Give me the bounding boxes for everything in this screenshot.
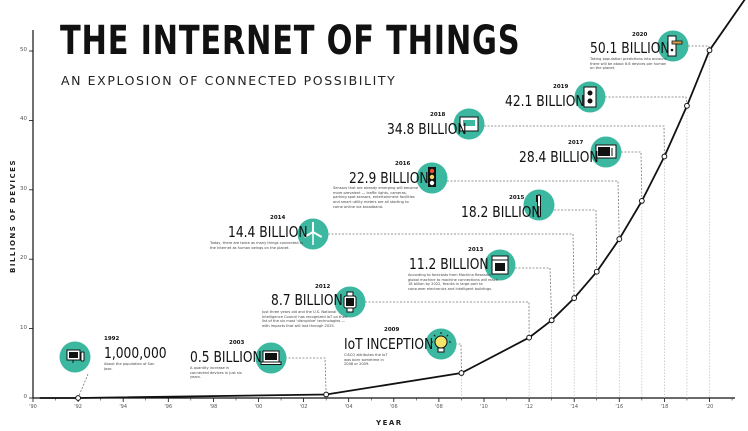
- milestone-description: About the population of San Jose.: [104, 362, 155, 371]
- x-tick-label: '10: [480, 404, 488, 410]
- leader-line: [484, 125, 665, 157]
- milestone-year: 2014: [270, 215, 286, 221]
- milestone-value: 14.4 BILLION: [228, 223, 308, 241]
- data-point: [593, 268, 600, 275]
- x-tick-label: '16: [615, 404, 624, 410]
- leader-line: [621, 151, 643, 201]
- x-tick-label: '02: [299, 404, 308, 410]
- milestone-value: 18.2 BILLION: [461, 203, 541, 221]
- traffic-light-icon: [428, 167, 436, 187]
- laptop-icon: [260, 350, 282, 365]
- data-point: [548, 317, 555, 324]
- milestone-description: A quantity increase in connected devices…: [190, 366, 242, 380]
- milestone-year: 2013: [468, 247, 484, 253]
- data-point: [571, 295, 578, 301]
- milestone-description: Sensors that are already emerging will b…: [333, 186, 419, 209]
- page-title: THE INTERNET OF THINGS: [60, 18, 521, 64]
- milestone-value: 11.2 BILLION: [409, 255, 489, 273]
- milestone-description: Today, there are twice as many things co…: [210, 241, 304, 250]
- thermostat-icon: [459, 116, 479, 132]
- data-point: [616, 236, 623, 242]
- data-point: [661, 153, 668, 160]
- milestone-year: 2018: [430, 112, 446, 118]
- x-tick-label: '08: [435, 404, 443, 410]
- milestone-year: 1992: [104, 336, 120, 342]
- y-tick-label: 30: [20, 185, 27, 192]
- milestone-description: CISCO attributes the IoT was born someti…: [344, 353, 388, 367]
- page-subtitle: AN EXPLOSION OF CONNECTED POSSIBILITY: [61, 73, 397, 88]
- x-tick-label: '94: [119, 404, 128, 410]
- data-point: [706, 47, 713, 54]
- x-axis-label: YEAR: [376, 419, 403, 427]
- data-point: [323, 391, 330, 398]
- leader-line: [285, 357, 327, 395]
- oven-icon: [491, 255, 509, 275]
- leader-line: [328, 233, 575, 299]
- door-handle-icon: [667, 35, 683, 57]
- milestone-value: 1,000,000: [104, 344, 167, 362]
- milestone-description: According to forecasts from Machina Rese…: [408, 273, 498, 292]
- leader-line: [515, 267, 553, 321]
- microwave-icon: [595, 144, 617, 159]
- milestone-value: 50.1 BILLION: [590, 39, 670, 57]
- x-tick-label: '00: [254, 404, 263, 410]
- leader-line: [688, 45, 710, 51]
- milestone-value: 28.4 BILLION: [519, 148, 599, 166]
- light-bulb-icon: [431, 332, 451, 353]
- smartwatch-icon: [343, 291, 357, 313]
- milestone-description: Taking population predictions into accou…: [590, 57, 668, 71]
- leader-line: [605, 96, 688, 106]
- milestone-year: 2020: [632, 32, 648, 38]
- y-tick-label: 10: [20, 324, 27, 331]
- data-point: [684, 102, 690, 109]
- y-tick-label: 40: [20, 116, 27, 123]
- leader-line: [77, 373, 89, 399]
- milestone-value: 34.8 BILLION: [387, 120, 467, 138]
- milestone-year: 2016: [395, 161, 411, 167]
- milestone-value: 22.9 BILLION: [349, 169, 429, 187]
- milestone-year: 2009: [384, 327, 400, 333]
- data-point: [458, 370, 465, 376]
- series-line: [39, 0, 746, 399]
- x-tick-label: '90: [29, 404, 37, 410]
- x-tick-label: '92: [74, 404, 82, 410]
- data-point: [75, 395, 81, 401]
- data-point: [638, 198, 645, 204]
- leader-line: [447, 180, 620, 240]
- milestone-description: Just three years old and the U.S. Nation…: [262, 310, 348, 329]
- y-tick-label: 50: [20, 47, 27, 53]
- milestone-value: 0.5 BILLION: [190, 348, 262, 366]
- x-tick-label: '98: [209, 404, 218, 410]
- wind-turbine-icon: [303, 222, 323, 245]
- toothbrush-icon: [536, 194, 541, 218]
- milestone-value: 8.7 BILLION: [271, 291, 343, 309]
- leader-line: [554, 209, 598, 272]
- milestone-year: 2017: [568, 140, 584, 146]
- desktop-computer-icon: [66, 349, 85, 363]
- milestone-year: 2015: [509, 195, 525, 201]
- power-outlet-icon: [583, 86, 597, 108]
- milestone-year: 2003: [229, 340, 245, 346]
- x-tick-label: '18: [660, 404, 669, 410]
- data-point: [526, 334, 532, 341]
- x-tick-label: '14: [570, 404, 579, 410]
- x-tick-label: '96: [164, 404, 173, 410]
- x-tick-label: '06: [389, 404, 398, 410]
- y-tick-label: 20: [20, 255, 27, 262]
- leader-line: [455, 343, 462, 374]
- milestone-value: 42.1 BILLION: [505, 92, 585, 110]
- x-tick-label: '20: [705, 404, 714, 410]
- milestone-year: 2019: [553, 84, 569, 90]
- milestone-value: IoT INCEPTION: [344, 335, 434, 353]
- x-tick-label: '04: [344, 404, 353, 410]
- milestone-year: 2012: [315, 284, 331, 290]
- y-tick-label: 0: [23, 394, 28, 400]
- x-tick-label: '12: [525, 404, 533, 410]
